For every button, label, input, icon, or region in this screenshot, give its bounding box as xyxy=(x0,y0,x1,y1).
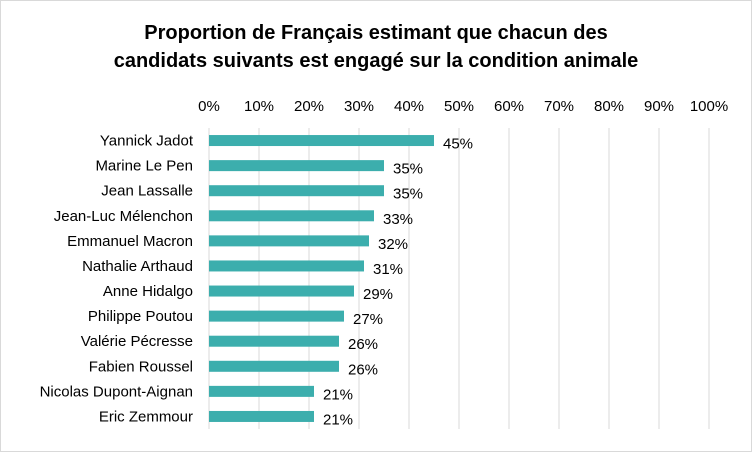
bar xyxy=(209,210,374,222)
bar xyxy=(209,310,344,322)
data-label: 21% xyxy=(323,411,353,428)
category-label: Jean-Luc Mélenchon xyxy=(54,208,193,225)
data-label: 35% xyxy=(393,161,423,178)
data-label: 45% xyxy=(443,136,473,153)
data-label: 31% xyxy=(373,261,403,278)
data-label: 21% xyxy=(323,386,353,403)
chart-title-line-2: candidats suivants est engagé sur la con… xyxy=(113,50,639,72)
bar xyxy=(209,135,434,147)
x-tick-label: 20% xyxy=(294,98,324,115)
x-tick-label: 40% xyxy=(394,98,424,115)
category-label: Nicolas Dupont-Aignan xyxy=(40,383,193,400)
data-label: 26% xyxy=(348,361,378,378)
x-tick-label: 60% xyxy=(494,98,524,115)
category-label: Eric Zemmour xyxy=(99,408,193,425)
bar xyxy=(209,235,369,247)
bar xyxy=(209,335,339,347)
bar xyxy=(209,260,364,272)
category-label: Nathalie Arthaud xyxy=(82,258,193,275)
x-tick-label: 0% xyxy=(198,98,220,115)
chart-title: Proportion de Français estimant que chac… xyxy=(1,19,751,75)
category-label: Valérie Pécresse xyxy=(81,333,193,350)
category-label: Jean Lassalle xyxy=(101,183,193,200)
x-tick-label: 100% xyxy=(690,98,728,115)
category-label: Yannick Jadot xyxy=(100,133,194,150)
chart-title-line-1: Proportion de Français estimant que chac… xyxy=(144,22,608,44)
x-tick-label: 70% xyxy=(544,98,574,115)
category-label: Emmanuel Macron xyxy=(67,233,193,250)
category-label: Marine Le Pen xyxy=(95,158,193,175)
category-label: Anne Hidalgo xyxy=(103,283,193,300)
bar xyxy=(209,360,339,372)
data-label: 29% xyxy=(363,286,393,303)
x-tick-label: 10% xyxy=(244,98,274,115)
category-label: Fabien Roussel xyxy=(89,358,193,375)
bar xyxy=(209,410,314,422)
category-label: Philippe Poutou xyxy=(88,308,193,325)
data-label: 32% xyxy=(378,236,408,253)
data-label: 26% xyxy=(348,336,378,353)
x-tick-label: 30% xyxy=(344,98,374,115)
data-label: 35% xyxy=(393,186,423,203)
data-label: 33% xyxy=(383,211,413,228)
bar xyxy=(209,385,314,397)
bar xyxy=(209,185,384,197)
bar xyxy=(209,160,384,172)
bar xyxy=(209,285,354,297)
x-tick-label: 80% xyxy=(594,98,624,115)
x-tick-label: 50% xyxy=(444,98,474,115)
x-tick-label: 90% xyxy=(644,98,674,115)
data-label: 27% xyxy=(353,311,383,328)
